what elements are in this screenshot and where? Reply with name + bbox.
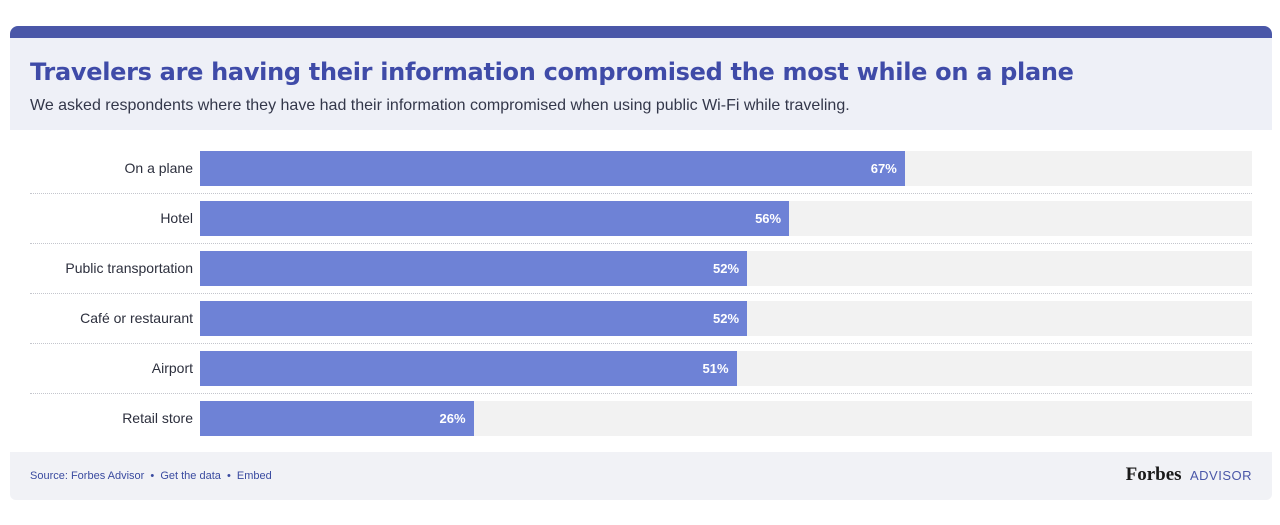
category-label: Public transportation bbox=[65, 260, 193, 276]
row-separator bbox=[30, 343, 1252, 344]
category-label: Café or restaurant bbox=[80, 310, 193, 326]
category-label: Retail store bbox=[122, 410, 193, 426]
bar-value-label: 51% bbox=[702, 361, 729, 376]
top-accent-strip bbox=[10, 26, 1272, 38]
category-label: Hotel bbox=[160, 210, 193, 226]
row-separator bbox=[30, 243, 1252, 244]
separator-dot: • bbox=[226, 470, 231, 482]
bar[interactable] bbox=[200, 201, 790, 236]
row-separator bbox=[30, 193, 1252, 194]
chart-subtitle: We asked respondents where they have had… bbox=[30, 97, 850, 114]
bar-value-label: 26% bbox=[439, 411, 466, 426]
bar[interactable] bbox=[200, 151, 905, 186]
row-separator bbox=[30, 393, 1252, 394]
source-text: Source: Forbes Advisor bbox=[30, 470, 145, 482]
category-label: Airport bbox=[151, 360, 193, 376]
chart-header: Travelers are having their information c… bbox=[10, 38, 1272, 130]
logo-suffix: ADVISOR bbox=[1189, 468, 1252, 483]
bar-value-label: 67% bbox=[870, 161, 897, 176]
chart-footer: Source: Forbes Advisor • Get the data • … bbox=[10, 452, 1272, 500]
category-label: On a plane bbox=[124, 160, 194, 176]
get-data-link[interactable]: Get the data bbox=[160, 470, 221, 482]
bar[interactable] bbox=[200, 301, 748, 336]
source-line: Source: Forbes Advisor • Get the data • … bbox=[30, 470, 272, 482]
logo-brand: Forbes bbox=[1125, 464, 1182, 485]
bar-value-label: 52% bbox=[713, 261, 740, 276]
row-separator bbox=[30, 293, 1252, 294]
bar[interactable] bbox=[200, 251, 748, 286]
bar-chart-plot: On a plane 67% Hotel 56% Public transportati… bbox=[0, 140, 1280, 445]
bar[interactable] bbox=[200, 351, 737, 386]
forbes-advisor-logo: Forbes ADVISOR bbox=[1126, 464, 1252, 486]
bar-value-label: 52% bbox=[713, 311, 740, 326]
separator-dot: • bbox=[150, 470, 155, 482]
chart-title: Travelers are having their information c… bbox=[30, 58, 1074, 86]
bar-value-label: 56% bbox=[755, 211, 782, 226]
bar[interactable] bbox=[200, 401, 474, 436]
embed-link[interactable]: Embed bbox=[236, 470, 272, 482]
